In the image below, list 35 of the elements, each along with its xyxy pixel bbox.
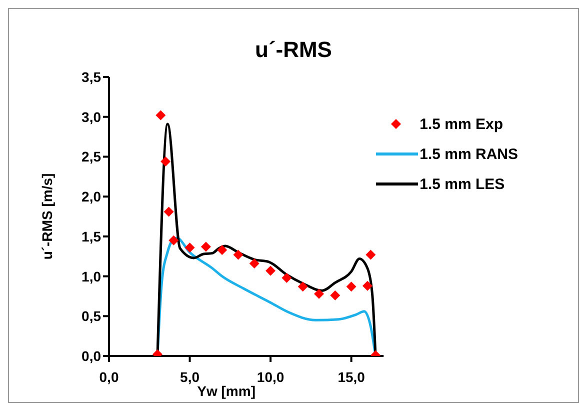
point <box>282 272 292 283</box>
point <box>346 282 356 292</box>
point <box>233 250 244 260</box>
point <box>249 258 260 269</box>
point <box>266 266 276 276</box>
legend-label: 1.5 mm RANS <box>420 146 518 162</box>
x-tick-label: 10,0 <box>256 368 284 385</box>
y-tick-label: 0,0 <box>82 348 102 364</box>
y-tick-label: 2,0 <box>82 188 102 205</box>
x-tick-label: 15,0 <box>338 368 366 385</box>
y-tick-label: 2,5 <box>82 148 102 165</box>
point <box>298 282 308 292</box>
legend-label: 1.5 mm Exp <box>420 116 503 132</box>
point <box>366 250 376 260</box>
point <box>362 280 372 291</box>
point <box>160 156 171 166</box>
point <box>164 206 174 217</box>
point <box>184 242 195 253</box>
point <box>330 290 340 300</box>
x-tick-label: 0,0 <box>99 368 119 385</box>
y-tick-label: 3,5 <box>82 68 102 85</box>
y-axis-title: u´-RMS [m/s] <box>38 173 55 260</box>
chart-title: u´-RMS <box>254 37 333 63</box>
legend-label: 1.5 mm LES <box>420 176 505 192</box>
point <box>200 242 211 252</box>
point <box>168 235 179 246</box>
y-tick-label: 0,5 <box>82 308 102 324</box>
y-tick-label: 1,5 <box>82 228 102 244</box>
point <box>217 244 228 255</box>
point <box>156 110 166 120</box>
x-tick-label: 5,0 <box>180 368 200 385</box>
y-tick-label: 1,0 <box>82 268 102 284</box>
x-axis-title: Yw [mm] <box>197 383 256 399</box>
point <box>314 288 324 299</box>
y-tick-label: 3,0 <box>82 108 102 125</box>
